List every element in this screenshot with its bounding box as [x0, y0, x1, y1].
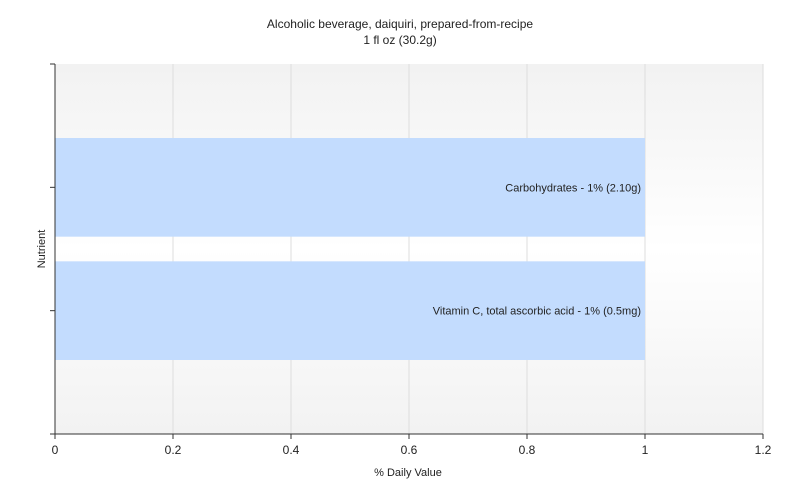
- x-tick-label: 0.4: [283, 443, 300, 457]
- chart-subtitle: 1 fl oz (30.2g): [363, 33, 436, 47]
- axes: [50, 63, 764, 439]
- x-tick-label: 0.2: [165, 443, 182, 457]
- bar-label: Carbohydrates - 1% (2.10g): [505, 182, 641, 194]
- bars: Carbohydrates - 1% (2.10g) Vitamin C, tot…: [55, 138, 645, 360]
- chart-title: Alcoholic beverage, daiquiri, prepared-f…: [267, 17, 533, 31]
- bar: [55, 138, 645, 237]
- x-tick-labels: 0 0.2 0.4 0.6 0.8 1 1.2: [52, 443, 772, 457]
- x-tick-label: 0.8: [519, 443, 536, 457]
- bar-label: Vitamin C, total ascorbic acid - 1% (0.5…: [433, 306, 641, 318]
- x-tick-label: 1: [642, 443, 649, 457]
- x-axis-label: % Daily Value: [374, 467, 442, 479]
- bar: [55, 261, 645, 360]
- grid-lines: [172, 64, 764, 434]
- y-axis-label: Nutrient: [36, 230, 48, 269]
- x-tick-label: 1.2: [755, 443, 772, 457]
- x-tick-label: 0.6: [401, 443, 418, 457]
- x-tick-label: 0: [52, 443, 59, 457]
